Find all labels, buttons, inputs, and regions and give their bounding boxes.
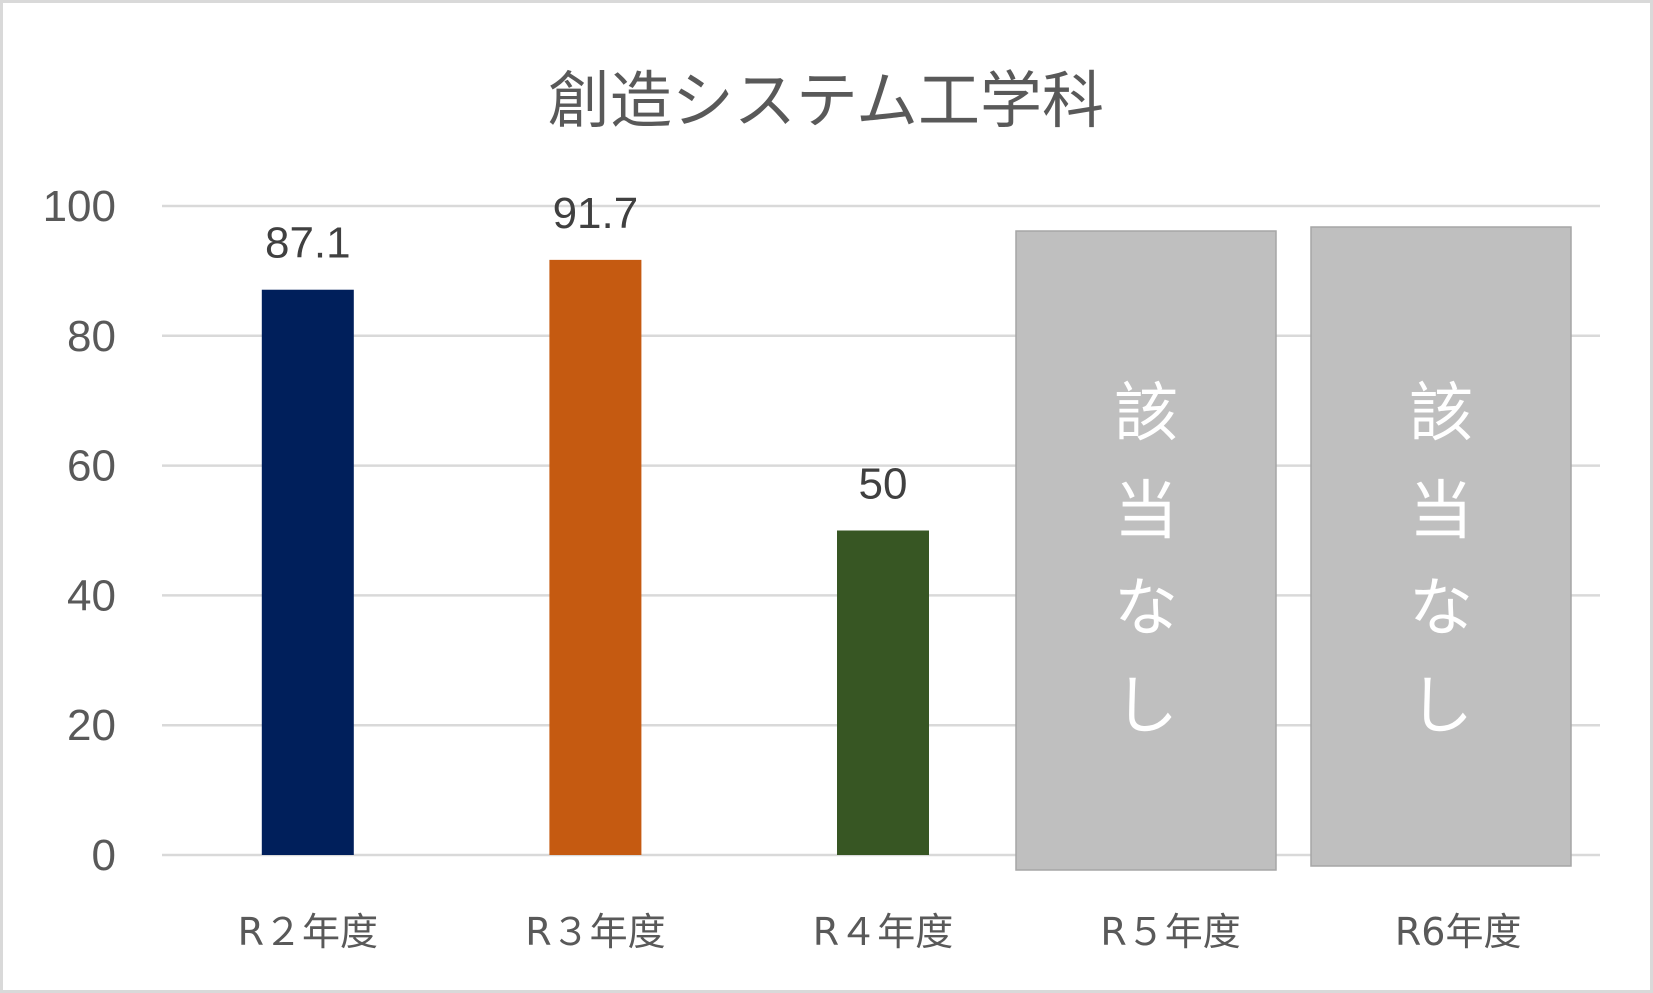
bar	[837, 530, 929, 855]
chart-title: 創造システム工学科	[548, 64, 1104, 137]
data-labels: 87.1 91.7 50	[265, 189, 907, 509]
y-tick-label: 20	[67, 701, 116, 750]
not-applicable-char: 当	[1114, 475, 1178, 549]
y-axis-ticks: 0 20 40 60 80 100	[43, 182, 116, 880]
not-applicable-char: な	[1409, 572, 1473, 646]
bars	[261, 259, 929, 855]
y-tick-label: 60	[67, 442, 116, 491]
not-applicable-box	[1015, 230, 1277, 871]
y-tick-label: 0	[92, 831, 116, 880]
x-tick-label: R３年度	[525, 910, 665, 954]
bar	[261, 289, 354, 855]
y-tick-label: 40	[67, 571, 116, 620]
bar	[549, 259, 642, 855]
data-label: 87.1	[265, 219, 351, 268]
not-applicable-char: 該	[1409, 377, 1473, 451]
data-label: 50	[859, 460, 908, 509]
x-tick-label: R２年度	[238, 910, 378, 954]
not-applicable-char: し	[1114, 670, 1178, 744]
y-tick-label: 80	[67, 312, 116, 361]
not-applicable-char: し	[1409, 670, 1473, 744]
not-applicable-box	[1310, 226, 1572, 867]
data-label: 91.7	[553, 189, 639, 238]
x-tick-label: R４年度	[813, 910, 953, 954]
not-applicable-char: 該	[1114, 377, 1178, 451]
x-axis-ticks: R２年度 R３年度 R４年度 R５年度 R6年度	[238, 910, 1522, 954]
x-tick-label: R6年度	[1395, 910, 1522, 954]
x-tick-label: R５年度	[1100, 910, 1240, 954]
not-applicable-char: な	[1114, 572, 1178, 646]
y-tick-label: 100	[43, 182, 116, 231]
not-applicable-char: 当	[1409, 475, 1473, 549]
